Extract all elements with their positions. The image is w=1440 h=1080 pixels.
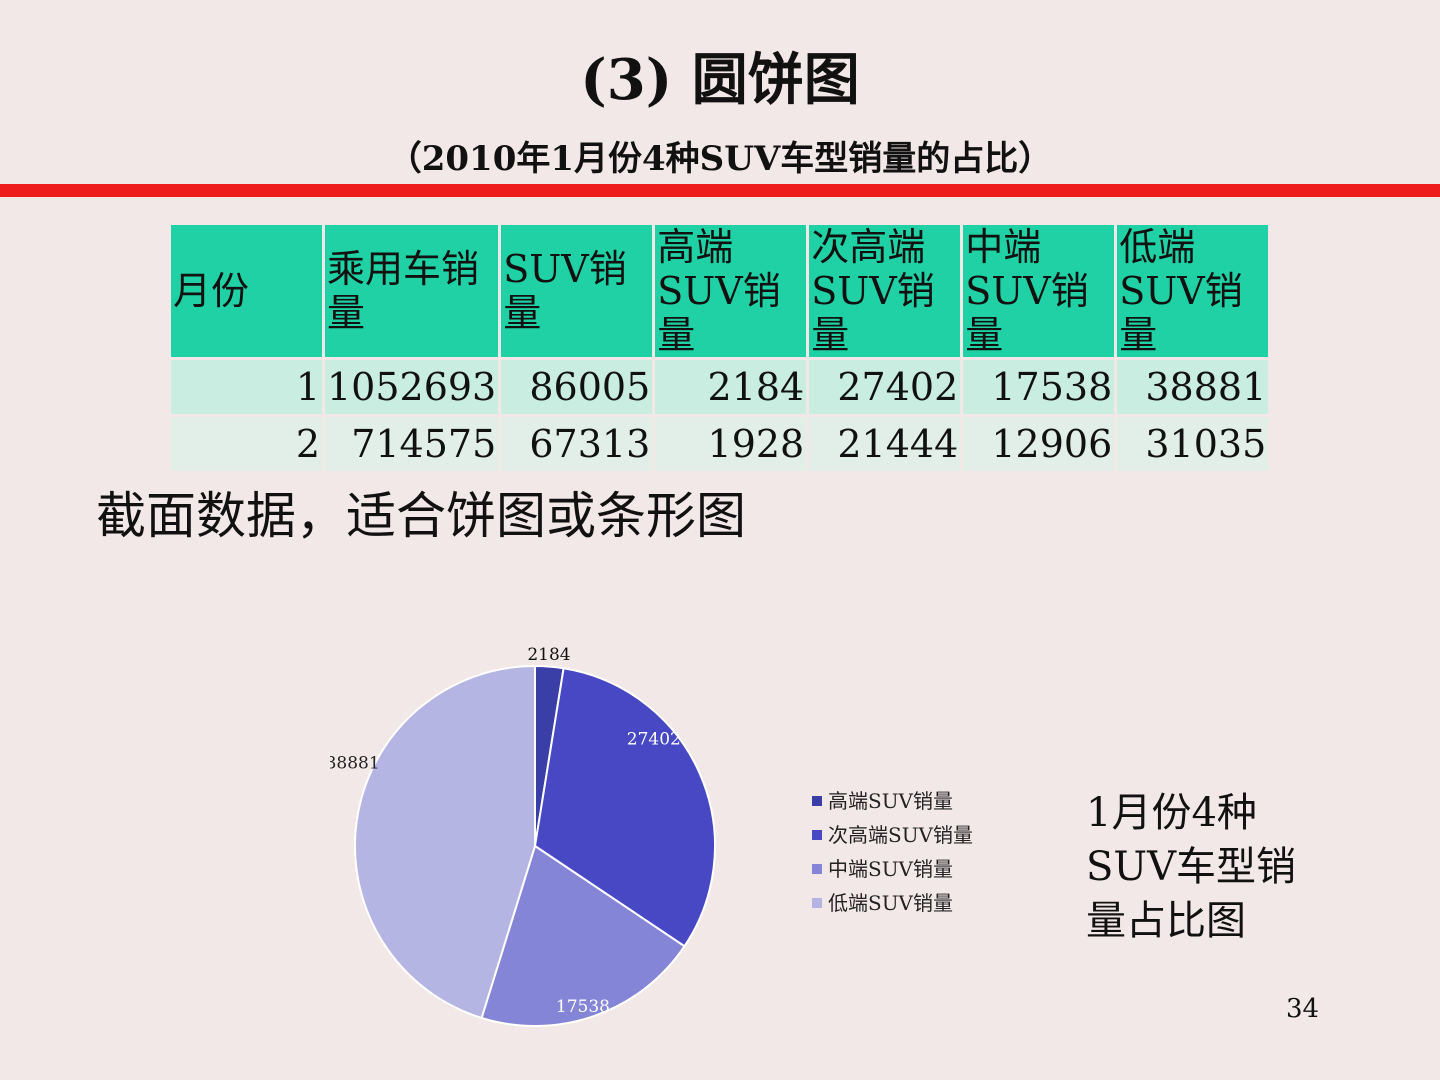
note-text: 截面数据，适合饼图或条形图 — [96, 486, 746, 546]
slide-title: (3) 圆饼图 — [0, 48, 1440, 112]
chart-caption: 1月份4种SUV车型销量占比图 — [1086, 786, 1306, 948]
legend-swatch — [812, 898, 822, 908]
legend-label: 低端SUV销量 — [828, 886, 953, 920]
legend-label: 次高端SUV销量 — [828, 818, 973, 852]
slide-subtitle: （2010年1月份4种SUV车型销量的占比） — [0, 136, 1440, 182]
header-mid-suv: 中端SUV销量 — [963, 225, 1114, 357]
table-header-row: 月份 乘用车销量 SUV销量 高端SUV销量 次高端SUV销量 中端SUV销量 … — [171, 225, 1268, 357]
pie-data-label: 17538 — [556, 997, 610, 1017]
pie-data-label: 2184 — [527, 645, 570, 665]
table-cell: 714575 — [325, 417, 498, 471]
table-cell: 21444 — [809, 417, 960, 471]
table-cell: 2 — [171, 417, 322, 471]
table-cell: 67313 — [501, 417, 652, 471]
table-cell: 38881 — [1117, 360, 1268, 414]
sales-table: 月份 乘用车销量 SUV销量 高端SUV销量 次高端SUV销量 中端SUV销量 … — [168, 222, 1271, 474]
pie-data-label: 27402 — [627, 729, 681, 749]
header-passenger-sales: 乘用车销量 — [325, 225, 498, 357]
pie-data-label: 38881 — [330, 753, 380, 773]
table-cell: 27402 — [809, 360, 960, 414]
table-cell: 17538 — [963, 360, 1114, 414]
legend-item: 次高端SUV销量 — [812, 818, 973, 852]
legend-label: 高端SUV销量 — [828, 784, 953, 818]
table-cell: 1052693 — [325, 360, 498, 414]
legend-item: 低端SUV销量 — [812, 886, 973, 920]
header-suv-sales: SUV销量 — [501, 225, 652, 357]
table-cell: 86005 — [501, 360, 652, 414]
table-cell: 1 — [171, 360, 322, 414]
table-row: 1 1052693 86005 2184 27402 17538 38881 — [171, 360, 1268, 414]
pie-chart: 2184 27402 17538 38881 — [330, 636, 750, 1056]
legend-item: 中端SUV销量 — [812, 852, 973, 886]
table-cell: 12906 — [963, 417, 1114, 471]
table-row: 2 714575 67313 1928 21444 12906 31035 — [171, 417, 1268, 471]
legend-swatch — [812, 796, 822, 806]
legend-swatch — [812, 830, 822, 840]
table-cell: 31035 — [1117, 417, 1268, 471]
legend-label: 中端SUV销量 — [828, 852, 953, 886]
header-month: 月份 — [171, 225, 322, 357]
legend-item: 高端SUV销量 — [812, 784, 973, 818]
chart-legend: 高端SUV销量 次高端SUV销量 中端SUV销量 低端SUV销量 — [812, 784, 973, 920]
red-divider — [0, 184, 1440, 197]
header-low-end-suv: 低端SUV销量 — [1117, 225, 1268, 357]
header-upper-mid-suv: 次高端SUV销量 — [809, 225, 960, 357]
legend-swatch — [812, 864, 822, 874]
table-cell: 1928 — [655, 417, 806, 471]
header-high-end-suv: 高端SUV销量 — [655, 225, 806, 357]
page-number: 34 — [1286, 994, 1319, 1024]
table-cell: 2184 — [655, 360, 806, 414]
